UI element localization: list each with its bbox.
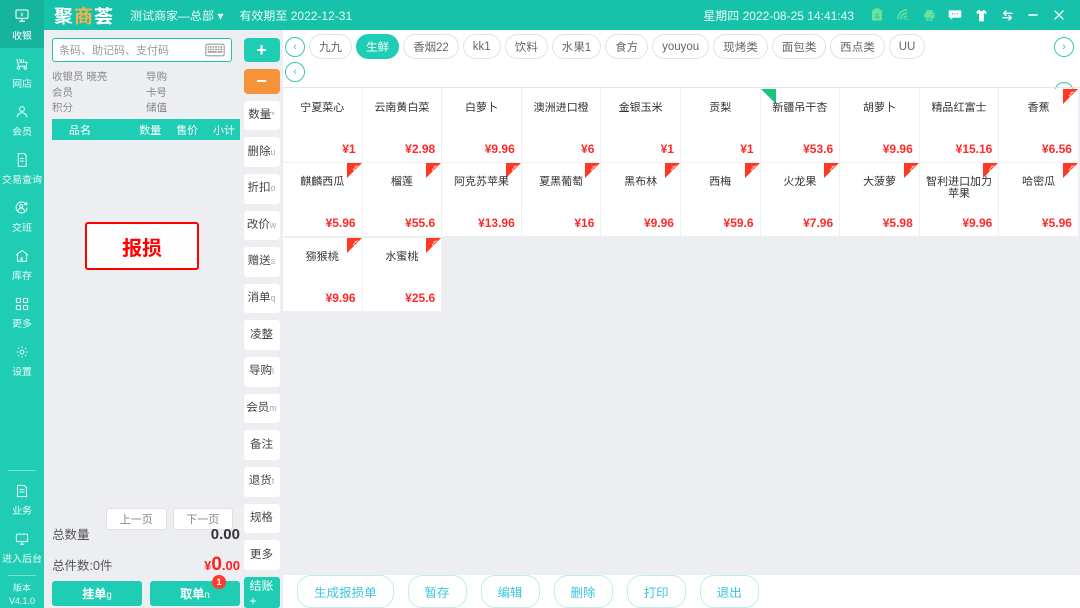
svg-text:¥: ¥	[21, 12, 24, 18]
